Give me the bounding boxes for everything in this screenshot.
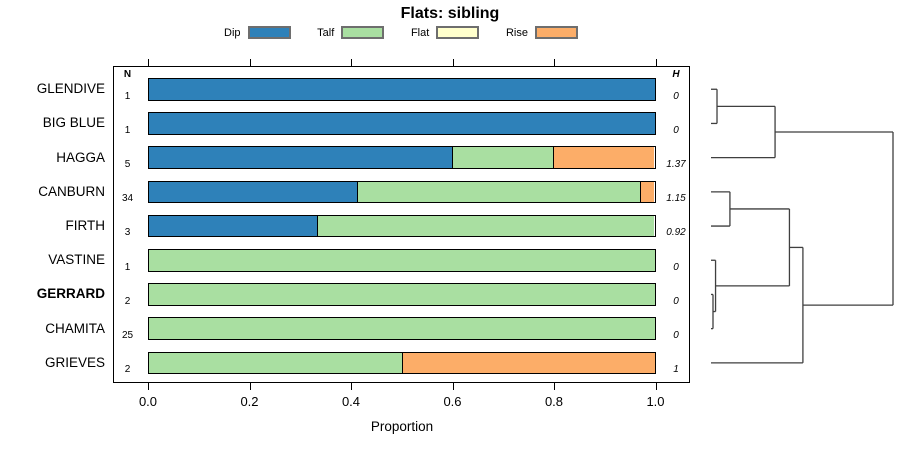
top-tick bbox=[148, 59, 149, 66]
bar-segment-rise bbox=[639, 181, 655, 203]
row-label: CHAMITA bbox=[45, 320, 105, 336]
h-value: 0 bbox=[673, 261, 679, 273]
top-tick bbox=[452, 59, 454, 66]
n-value: 1 bbox=[124, 261, 131, 273]
n-value: 3 bbox=[124, 227, 131, 239]
legend-swatch-flat bbox=[436, 26, 480, 39]
stacked-bar bbox=[148, 78, 656, 101]
bar-segment-dip bbox=[149, 147, 453, 168]
n-value: 25 bbox=[121, 329, 134, 341]
row-label: CANBURN bbox=[38, 183, 105, 199]
n-value: 5 bbox=[124, 158, 131, 170]
stacked-bar bbox=[148, 180, 656, 204]
bar-segment-dip bbox=[149, 113, 655, 134]
legend-item-rise: Rise bbox=[506, 26, 578, 39]
bar-segment-rise bbox=[553, 147, 655, 168]
bar-segment-talf bbox=[452, 147, 554, 168]
h-value: 0 bbox=[673, 295, 679, 307]
legend-label: Flat bbox=[410, 26, 430, 39]
n-value: 34 bbox=[121, 193, 134, 205]
stacked-bar bbox=[148, 214, 656, 238]
legend-swatch-talf bbox=[341, 26, 385, 39]
stacked-bar bbox=[148, 351, 656, 375]
x-axis-title: Proportion bbox=[370, 419, 434, 434]
stacked-bar bbox=[148, 283, 656, 306]
h-value: 1 bbox=[673, 364, 679, 376]
bottom-tick bbox=[452, 383, 454, 390]
top-tick bbox=[655, 59, 657, 66]
h-value: 1.15 bbox=[666, 193, 686, 205]
bottom-tick bbox=[554, 383, 555, 390]
legend: Dip Talf Flat Rise bbox=[224, 26, 578, 39]
x-tick-label: 0.2 bbox=[240, 394, 259, 409]
bar-segment-talf bbox=[149, 318, 655, 339]
legend-item-talf: Talf bbox=[317, 26, 385, 39]
row-label: GERRARD bbox=[36, 286, 105, 302]
h-column-header: H bbox=[672, 69, 680, 80]
bar-segment-talf bbox=[149, 352, 402, 374]
n-value: 1 bbox=[124, 90, 131, 102]
bar-segment-dip bbox=[149, 215, 318, 237]
stacked-bar bbox=[148, 249, 656, 272]
x-tick-label: 0.6 bbox=[443, 394, 462, 409]
n-column-header: N bbox=[123, 69, 132, 80]
h-value: 1.37 bbox=[666, 158, 686, 170]
x-tick-label: 1.0 bbox=[646, 394, 665, 409]
x-tick-label: 0.8 bbox=[544, 394, 564, 409]
bar-segment-talf bbox=[317, 215, 655, 237]
n-value: 2 bbox=[124, 295, 131, 307]
legend-swatch-dip bbox=[247, 26, 291, 39]
legend-item-flat: Flat bbox=[410, 26, 480, 39]
row-label: FIRTH bbox=[65, 218, 106, 233]
n-value: 2 bbox=[124, 364, 131, 376]
stacked-bar bbox=[148, 146, 656, 169]
n-value: 1 bbox=[124, 124, 131, 136]
stacked-bar bbox=[148, 112, 656, 135]
bottom-tick bbox=[655, 383, 657, 390]
row-label: BIG BLUE bbox=[42, 115, 105, 131]
bottom-tick bbox=[249, 383, 251, 390]
bar-segment-talf bbox=[357, 181, 640, 203]
legend-label: Rise bbox=[505, 26, 528, 39]
x-tick-label: 0.0 bbox=[138, 394, 158, 409]
h-value: 0 bbox=[673, 124, 679, 136]
x-tick-label: 0.4 bbox=[341, 394, 361, 409]
top-tick bbox=[554, 59, 555, 66]
stacked-bar bbox=[148, 317, 656, 340]
bar-segment-talf bbox=[149, 250, 655, 271]
legend-swatch-rise bbox=[534, 26, 578, 39]
bar-segment-talf bbox=[149, 284, 655, 305]
legend-item-dip: Dip bbox=[224, 26, 291, 39]
bottom-tick bbox=[351, 383, 352, 390]
row-label: GRIEVES bbox=[44, 354, 105, 370]
bar-segment-dip bbox=[149, 181, 358, 203]
row-label: GLENDIVE bbox=[36, 81, 105, 97]
top-tick bbox=[351, 59, 352, 66]
row-label: HAGGA bbox=[56, 149, 105, 165]
h-value: 0 bbox=[673, 90, 679, 102]
bar-segment-dip bbox=[149, 79, 655, 100]
h-value: 0 bbox=[673, 329, 679, 341]
legend-label: Dip bbox=[224, 26, 241, 39]
chart-title: Flats: sibling bbox=[400, 5, 500, 22]
bar-segment-rise bbox=[401, 352, 655, 374]
top-tick bbox=[249, 59, 251, 66]
row-label: VASTINE bbox=[48, 252, 105, 268]
legend-label: Talf bbox=[317, 26, 335, 39]
plot-box bbox=[113, 66, 690, 383]
bottom-tick bbox=[148, 383, 149, 390]
h-value: 0.92 bbox=[666, 227, 686, 239]
